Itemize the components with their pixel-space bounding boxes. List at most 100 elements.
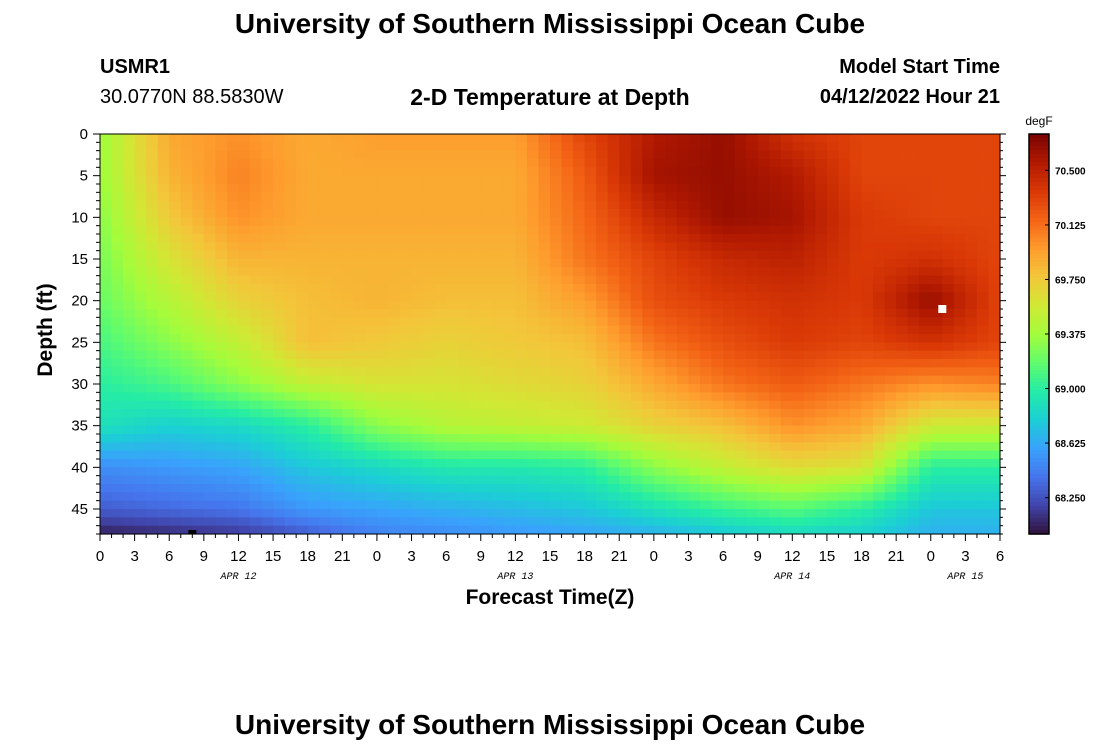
colorbar-segment [1029,202,1049,207]
heatmap-cell [642,167,655,177]
heatmap-cell [169,475,182,485]
heatmap-cell [930,325,943,335]
heatmap-cell [850,150,863,160]
heatmap-cell [411,334,424,343]
heatmap-cell [446,259,459,268]
heatmap-cell [792,442,805,452]
heatmap-cell [538,242,551,252]
heatmap-cell [238,442,251,452]
heatmap-cell [573,367,586,377]
heatmap-cell [515,150,528,160]
heatmap-cell [700,484,713,493]
heatmap-cell [723,284,736,293]
heatmap-cell [434,400,447,410]
heatmap-cell [492,517,505,527]
heatmap-cell [203,292,216,302]
heatmap-cell [492,325,505,335]
heatmap-cell [861,400,874,410]
heatmap-cell [607,200,620,210]
heatmap-cell [192,159,205,168]
heatmap-cell [469,342,482,352]
heatmap-cell [584,367,597,377]
heatmap-cell [330,284,343,293]
heatmap-cell [457,200,470,210]
heatmap-cell [365,467,378,477]
heatmap-cell [134,209,147,218]
heatmap-cell [503,167,516,177]
heatmap-cell [561,500,574,510]
colorbar-segment [1029,166,1049,171]
heatmap-cell [734,150,747,160]
heatmap-cell [284,134,297,143]
heatmap-cell [365,367,378,377]
heatmap-cell [561,200,574,210]
heatmap-cell [676,317,690,327]
heatmap-cell [803,525,816,535]
heatmap-cell [238,492,251,502]
heatmap-cell [734,334,747,343]
heatmap-cell [700,342,713,352]
heatmap-cell [250,500,263,510]
heatmap-cell [423,209,436,218]
heatmap-cell [134,475,147,485]
heatmap-cell [596,517,609,527]
heatmap-cell [388,142,401,152]
colorbar-segment [1029,174,1049,179]
heatmap-cell [446,284,459,293]
heatmap-cell [203,359,216,368]
heatmap-cell [746,450,759,460]
colorbar-segment [1029,230,1049,235]
heatmap-cell [826,225,840,235]
heatmap-cell [203,509,216,518]
heatmap-cells [99,133,1001,535]
heatmap-cell [780,225,793,235]
heatmap-cell [123,325,136,335]
heatmap-cell [780,217,793,227]
heatmap-cell [850,342,863,352]
heatmap-cell [111,175,124,185]
heatmap-cell [469,134,482,143]
heatmap-cell [100,517,113,527]
heatmap-cell [319,509,332,518]
heatmap-cell [180,425,193,435]
heatmap-cell [296,434,309,443]
heatmap-cell [919,259,932,268]
page-title: University of Southern Mississippi Ocean… [234,8,866,39]
heatmap-cell [988,284,1001,293]
heatmap-cell [215,367,228,377]
heatmap-cell [792,350,805,360]
heatmap-cell [769,367,782,377]
heatmap-cell [434,384,447,393]
heatmap-cell [111,234,124,243]
footer-title: University of Southern Mississippi Ocean… [234,709,866,740]
heatmap-cell [423,334,436,343]
heatmap-cell [619,384,632,393]
heatmap-cell [861,484,874,493]
heatmap-cell [503,459,516,468]
heatmap-cell [665,467,678,477]
heatmap-cell [584,300,597,310]
heatmap-cell [803,167,816,177]
heatmap-cell [769,284,782,293]
heatmap-cell [157,242,170,252]
heatmap-cell [526,192,540,202]
heatmap-cell [642,375,655,385]
heatmap-cell [815,384,828,393]
heatmap-cell [492,192,505,202]
heatmap-cell [157,275,170,285]
colorbar-segment [1029,350,1049,355]
heatmap-cell [630,217,643,227]
heatmap-cell [792,242,805,252]
heatmap-cell [538,200,551,210]
heatmap-cell [630,234,643,243]
heatmap-cell [423,317,436,327]
heatmap-cell [619,367,632,377]
heatmap-cell [630,184,643,193]
heatmap-cell [711,242,724,252]
heatmap-cell [434,375,447,385]
colorbar-tick-label: 69.000 [1055,385,1086,396]
heatmap-cell [642,159,655,168]
heatmap-cell [261,250,274,260]
heatmap-cell [838,325,851,335]
colorbar-segment [1029,146,1049,151]
